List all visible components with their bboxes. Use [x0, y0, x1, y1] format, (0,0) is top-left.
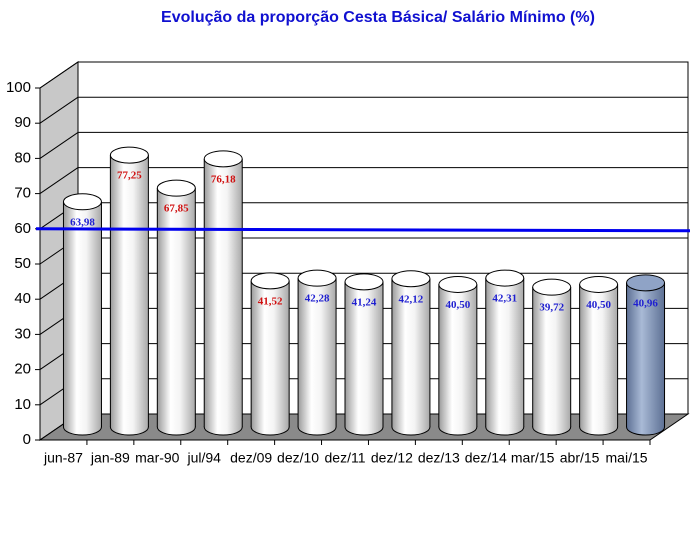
- y-tick-label: 80: [14, 149, 31, 166]
- bar: [438, 284, 477, 427]
- value-label: 39,72: [539, 302, 564, 314]
- x-tick-label: mai/15: [606, 450, 648, 466]
- value-label: 67,85: [164, 203, 189, 215]
- value-label: 63,98: [70, 216, 95, 228]
- x-tick-label: dez/13: [418, 450, 460, 466]
- value-label: 42,12: [399, 293, 424, 305]
- chart-title: Evolução da proporção Cesta Básica/ Salá…: [161, 9, 595, 26]
- y-tick-label: 70: [14, 185, 31, 202]
- bar: [579, 284, 618, 427]
- value-label: 40,50: [445, 299, 470, 311]
- bar: [63, 201, 102, 427]
- x-tick-label: dez/09: [230, 450, 272, 466]
- reference-line: [35, 227, 691, 233]
- bar-top: [250, 272, 290, 290]
- y-tick-label: 10: [14, 396, 31, 413]
- bar: [626, 282, 665, 427]
- x-tick-label: dez/11: [325, 450, 366, 466]
- bar-top: [344, 273, 384, 291]
- x-tick-label: abr/15: [560, 450, 600, 466]
- bar: [204, 158, 243, 427]
- bar: [110, 155, 149, 427]
- bars: 63,98 77,25 67,85 76,18 41,52 42,28 41,24 42,12…: [62, 146, 666, 436]
- x-tick-label: jul/94: [186, 450, 221, 466]
- x-tick-label: jan-89: [90, 450, 130, 466]
- bar: [157, 188, 196, 427]
- bar-top: [579, 275, 619, 293]
- y-tick-label: 30: [14, 325, 31, 342]
- x-tick-label: dez/14: [465, 450, 507, 466]
- bar-top: [485, 269, 525, 287]
- value-label: 42,31: [492, 293, 517, 305]
- bar: [532, 287, 571, 427]
- x-tick-label: jun-87: [43, 450, 83, 466]
- bar-top: [391, 270, 431, 288]
- x-tick-label: mar-90: [135, 450, 180, 466]
- axes: 0 10 20 30 40 50 60 70 80 90 100 jun-87 jan-89 mar-90…: [6, 79, 651, 466]
- y-tick-label: 20: [14, 361, 31, 378]
- bar: [251, 280, 290, 427]
- y-tick-label: 40: [14, 290, 31, 307]
- bar-top: [297, 269, 337, 287]
- x-tick-label: dez/12: [371, 450, 413, 466]
- grid-line: [39, 131, 79, 159]
- bar-top: [532, 278, 572, 296]
- grid-line: [39, 167, 79, 195]
- value-label: 40,50: [586, 299, 611, 311]
- y-tick-label: 0: [23, 431, 31, 448]
- bar: [391, 278, 430, 427]
- y-tick-label: 90: [14, 114, 31, 131]
- bar-top: [438, 275, 478, 293]
- value-label: 42,28: [305, 293, 330, 305]
- y-tick-label: 50: [14, 255, 31, 272]
- bar: [298, 278, 337, 427]
- bar: [345, 281, 383, 427]
- bar-top: [62, 193, 102, 211]
- y-tick-label: 60: [14, 220, 31, 237]
- bar-top: [203, 150, 243, 168]
- value-label: 77,25: [117, 170, 142, 182]
- value-label: 76,18: [211, 173, 236, 185]
- value-label: 41,24: [352, 296, 377, 308]
- bar-top: [109, 146, 149, 164]
- bar-top: [626, 274, 666, 292]
- bar-top: [156, 179, 196, 197]
- x-tick-label: mar/15: [511, 450, 555, 466]
- value-label: 40,96: [633, 297, 658, 309]
- value-label: 41,52: [258, 295, 283, 307]
- bar: [485, 278, 524, 427]
- grid-line: [39, 96, 79, 124]
- grid-line: [39, 61, 79, 89]
- y-tick-label: 100: [6, 79, 31, 96]
- x-tick-label: dez/10: [277, 450, 319, 466]
